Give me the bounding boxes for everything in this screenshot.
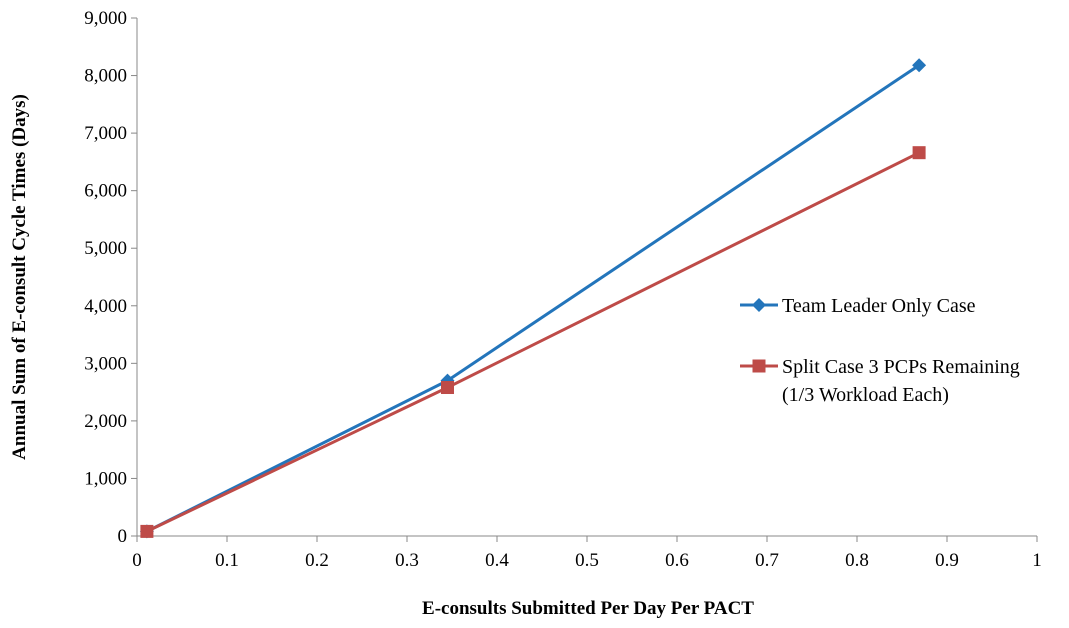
x-tick-label: 0.3 [395,550,419,571]
legend: Team Leader Only Case Split Case 3 PCPs R… [740,295,1020,406]
legend-item-2: Split Case 3 PCPs Remaining (1/3 Workload… [740,356,1020,406]
data-point-marker [912,58,927,73]
series-layer [139,58,927,539]
x-tick-label: 0.8 [845,550,869,571]
axes [131,17,1038,542]
legend-label: Split Case 3 PCPs Remaining [782,356,1020,378]
y-tick-label: 7,000 [84,123,127,144]
y-tick-label: 0 [118,526,128,547]
y-tick-label: 4,000 [84,296,127,317]
data-point-marker [441,381,454,395]
series-2 [140,146,926,538]
y-axis-title: Annual Sum of E-consult Cycle Times (Day… [9,94,30,460]
data-point-marker [140,524,154,538]
series-line [146,151,920,533]
x-tick-labels: 0 0.1 0.2 0.3 0.4 0.5 0.6 0.7 0.8 0.9 1 [132,550,1042,571]
legend-marker [752,359,766,373]
legend-item-1: Team Leader Only Case [740,295,976,317]
x-tick-label: 0.6 [665,550,689,571]
y-tick-label: 3,000 [84,353,127,374]
y-tick-label: 5,000 [84,238,127,259]
legend-marker [752,298,766,312]
y-tick-labels: 0 1,000 2,000 3,000 4,000 5,000 6,000 7,000 8,00… [84,8,127,547]
x-tick-label: 0.5 [575,550,599,571]
legend-label: (1/3 Workload Each) [782,384,949,406]
y-tick-label: 1,000 [84,468,127,489]
y-tick-label: 2,000 [84,411,127,432]
x-tick-label: 0.7 [755,550,779,571]
x-axis-title: E-consults Submitted Per Day Per PACT [422,598,754,619]
x-tick-label: 0.1 [215,550,239,571]
legend-label: Team Leader Only Case [782,295,976,317]
x-tick-label: 0.2 [305,550,329,571]
x-tick-label: 0.4 [485,550,509,571]
x-tick-label: 0.9 [935,550,959,571]
y-tick-label: 8,000 [84,66,127,87]
x-tick-label: 0 [132,550,142,571]
data-point-marker [912,146,926,160]
y-tick-label: 9,000 [84,8,127,29]
y-tick-label: 6,000 [84,181,127,202]
x-tick-label: 1 [1032,550,1042,571]
